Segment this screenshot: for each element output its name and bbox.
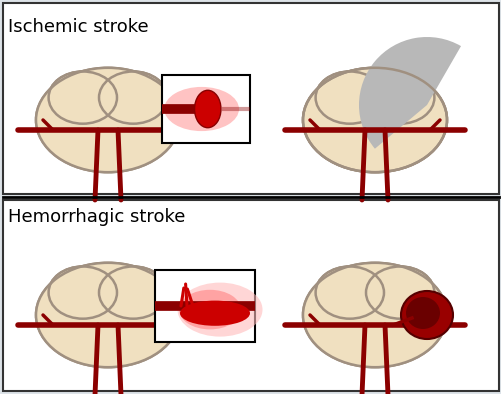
Bar [162, 75, 249, 143]
Ellipse shape [365, 266, 433, 319]
Ellipse shape [99, 266, 167, 319]
Wedge shape [358, 37, 460, 149]
Ellipse shape [315, 266, 383, 319]
Ellipse shape [365, 71, 433, 124]
Ellipse shape [36, 68, 180, 172]
Ellipse shape [400, 291, 452, 339]
Ellipse shape [303, 68, 446, 172]
Ellipse shape [365, 71, 433, 124]
Ellipse shape [99, 71, 167, 124]
Ellipse shape [315, 71, 383, 124]
Text: Hemorrhagic stroke: Hemorrhagic stroke [8, 208, 185, 226]
Text: Ischemic stroke: Ischemic stroke [8, 18, 148, 36]
Ellipse shape [303, 263, 446, 367]
Ellipse shape [164, 87, 238, 131]
Ellipse shape [49, 266, 117, 319]
Ellipse shape [303, 263, 446, 367]
Ellipse shape [99, 71, 167, 124]
Ellipse shape [36, 263, 180, 367]
Ellipse shape [49, 71, 117, 124]
Ellipse shape [180, 301, 249, 326]
Ellipse shape [36, 68, 180, 172]
Ellipse shape [365, 266, 433, 319]
Bar [3, 200, 498, 391]
Ellipse shape [99, 266, 167, 319]
Ellipse shape [177, 282, 262, 336]
Ellipse shape [315, 71, 383, 124]
Ellipse shape [36, 263, 180, 367]
Ellipse shape [49, 266, 117, 319]
Bar [3, 3, 498, 194]
Ellipse shape [194, 90, 220, 128]
Ellipse shape [49, 71, 117, 124]
Bar [155, 270, 255, 342]
Ellipse shape [179, 290, 240, 329]
Ellipse shape [315, 266, 383, 319]
Ellipse shape [303, 68, 446, 172]
Ellipse shape [405, 297, 439, 329]
